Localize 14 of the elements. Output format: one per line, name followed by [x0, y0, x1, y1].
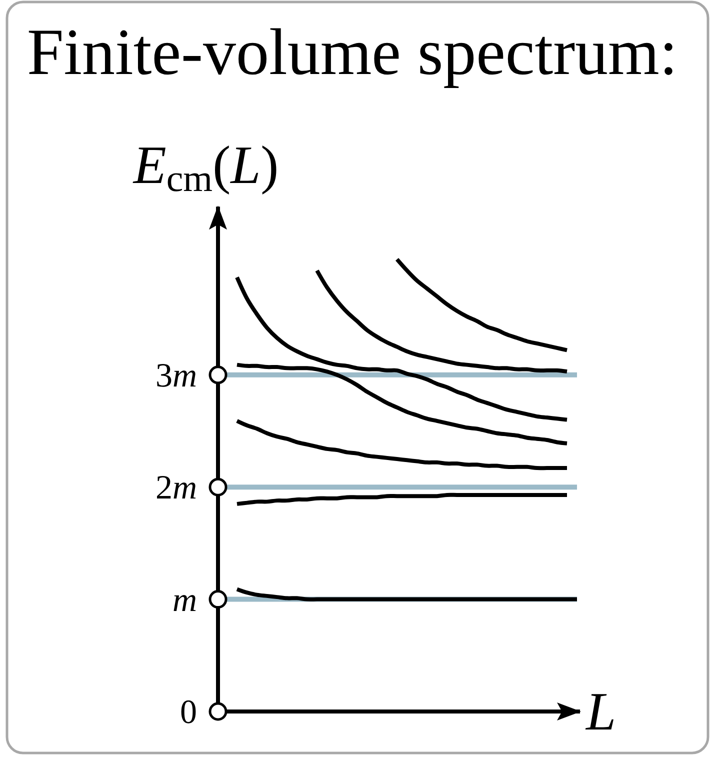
line-series: [395, 257, 569, 352]
line-series: [315, 268, 569, 374]
y-tick-label: 2m: [155, 470, 197, 507]
line-series: [235, 587, 579, 602]
y-tick-label: m: [172, 582, 197, 619]
line-series: [235, 492, 569, 506]
line-series: [235, 275, 569, 422]
x-axis-title: L: [585, 682, 616, 742]
line-series: [235, 418, 569, 470]
chart-title: Finite-volume spectrum:: [27, 16, 678, 89]
line-series: [235, 362, 569, 446]
y-tick-label: 3m: [155, 357, 197, 394]
y-axis-title: E$_{cm}$(L): [132, 135, 279, 200]
y-tick-label: 0: [180, 694, 197, 732]
